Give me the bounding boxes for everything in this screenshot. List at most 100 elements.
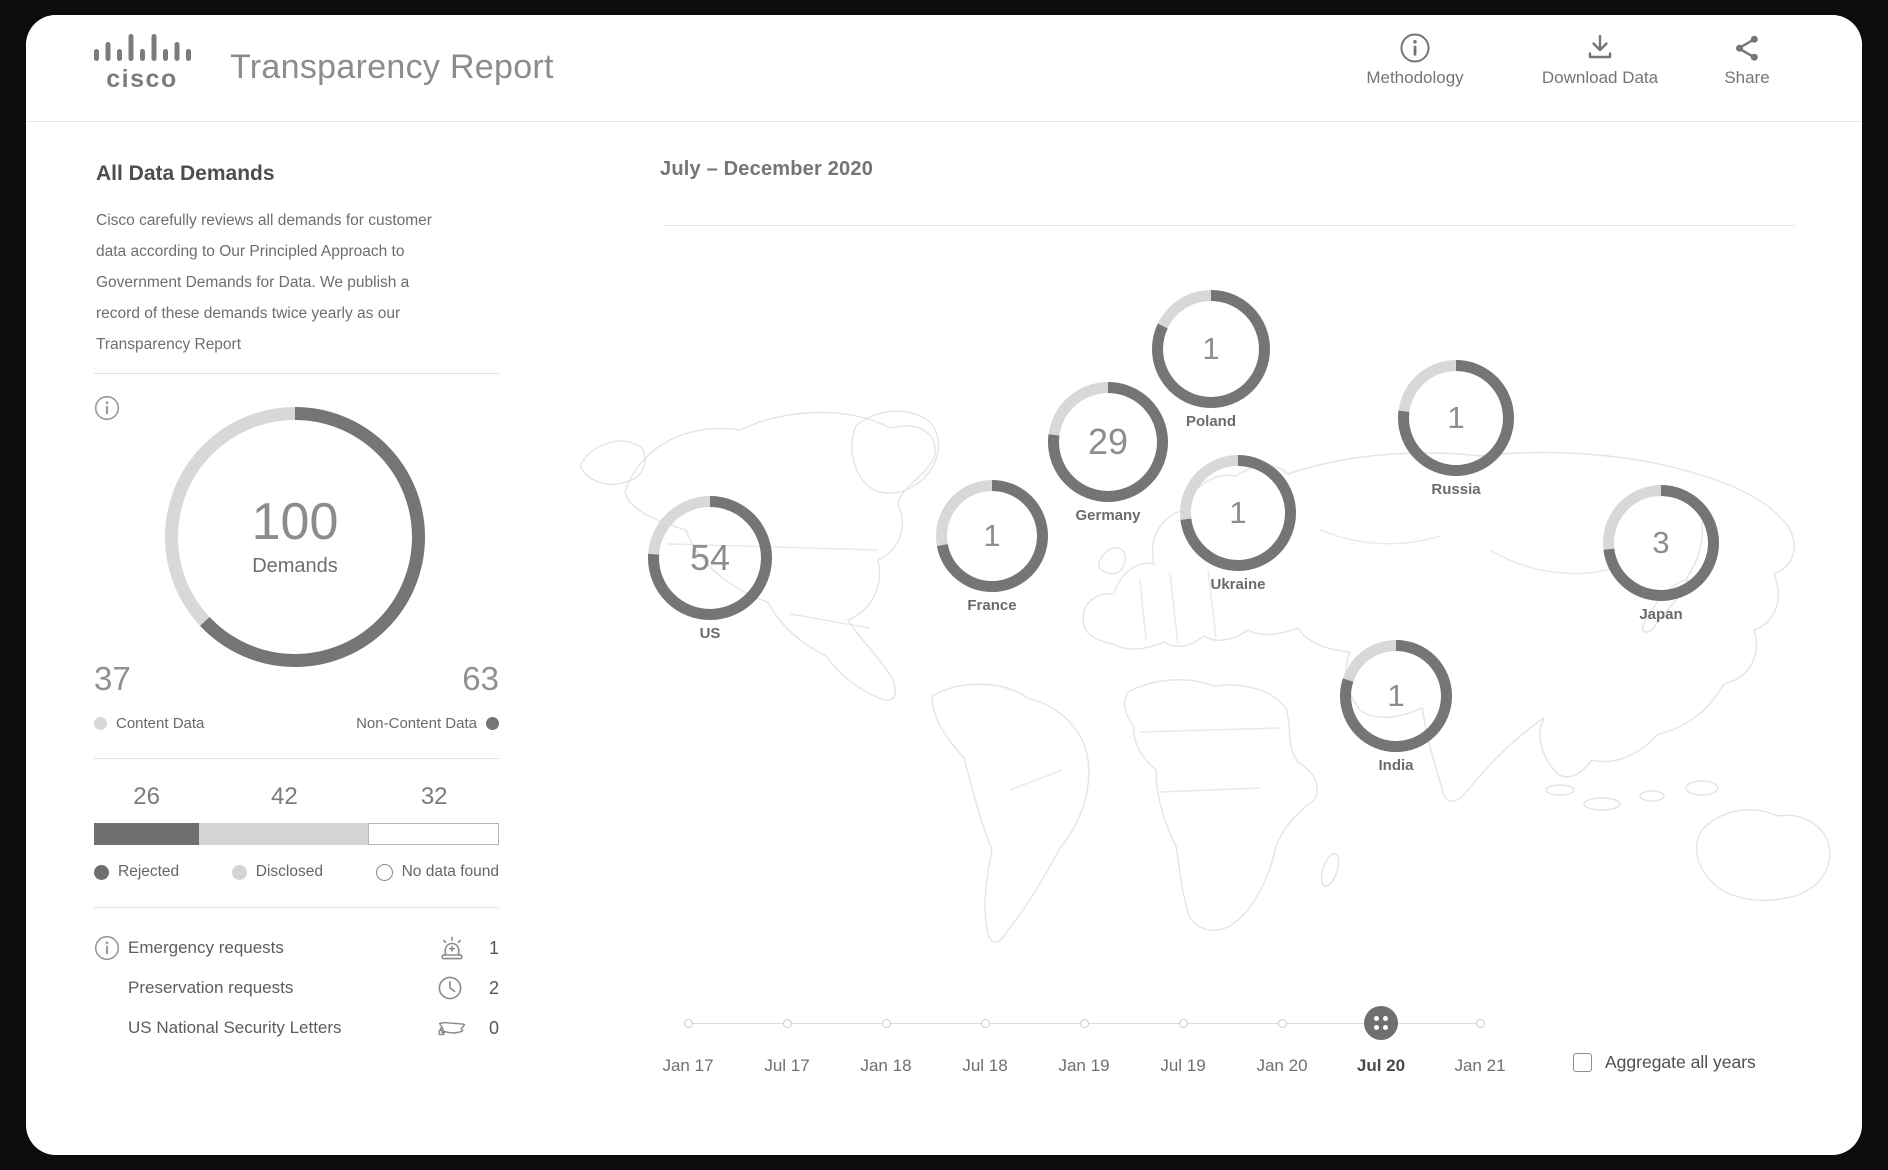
timeline-slider[interactable]: Jan 17 Jul 17 Jan 18 Jul 18 Jan 19 Jul 19 Jan … [662, 1006, 1506, 1090]
divider [94, 907, 499, 908]
rejected-legend: Rejected [94, 863, 179, 881]
timeline-label-1[interactable]: Jul 17 [764, 1056, 810, 1075]
sidebar: All Data Demands Cisco carefully reviews… [94, 15, 499, 1155]
share-label: Share [1724, 68, 1770, 87]
timeline-tick-2[interactable] [881, 1019, 891, 1028]
split-legend: Content Data Non-Content Data [94, 715, 499, 732]
map-bubble-france[interactable]: 1 France [936, 480, 1048, 614]
noncontent-data-value: 63 [462, 660, 499, 697]
timeline-tick-4[interactable] [1079, 1019, 1089, 1028]
aggregate-label: Aggregate all years [1605, 1052, 1756, 1072]
outcome-values: 26 42 32 [94, 783, 499, 811]
clock-icon [437, 975, 477, 1001]
bubble-label-france: France [967, 597, 1017, 614]
timeline-label-6[interactable]: Jan 20 [1256, 1056, 1308, 1075]
bubble-label-japan: Japan [1639, 606, 1683, 623]
content-data-label: Content Data [116, 715, 205, 732]
cisco-logo[interactable]: cisco [90, 31, 194, 92]
map-bubble-ukraine[interactable]: 1 Ukraine [1180, 455, 1296, 593]
siren-icon [437, 935, 477, 962]
share-button[interactable]: Share [1697, 31, 1797, 88]
preservation-requests-row: Preservation requests 2 [94, 968, 499, 1008]
content-data-dot-icon [94, 717, 107, 730]
bubble-value-germany: 29 [1087, 421, 1129, 462]
bubble-ring-icon [1152, 290, 1270, 408]
bubble-label-us: US [699, 625, 721, 642]
methodology-label: Methodology [1366, 68, 1464, 87]
requests-list: Emergency requests 1 Preservation reques… [94, 928, 499, 1048]
outcome-value-2: 32 [420, 783, 448, 810]
outcome-value-1: 42 [270, 783, 298, 810]
app-window: cisco Transparency Report Methodology [26, 15, 1862, 1155]
preservation-requests-label: Preservation requests [128, 978, 294, 997]
outcome-value-0: 26 [133, 783, 160, 810]
page-title: Transparency Report [230, 48, 554, 86]
download-data-label: Download Data [1541, 68, 1659, 87]
bubble-label-germany: Germany [1075, 507, 1141, 524]
donut-noncontent-arc [165, 407, 425, 667]
no-data-found-dot-icon [375, 863, 393, 881]
noncontent-data-label: Non-Content Data [356, 715, 477, 732]
timeline-handle[interactable] [1364, 1006, 1398, 1040]
outcome-legend: Rejected Disclosed No data found [94, 863, 499, 881]
timeline-tick-6[interactable] [1277, 1019, 1287, 1028]
noncontent-data-legend: Non-Content Data [356, 715, 499, 732]
outcome-segment-2 [368, 823, 499, 845]
timeline-label-4[interactable]: Jan 19 [1058, 1056, 1110, 1075]
map-bubble-us[interactable]: 54 US [648, 496, 772, 642]
bubble-ring-icon [1340, 640, 1452, 752]
map-bubble-japan[interactable]: 3 Japan [1603, 485, 1719, 623]
donut-info-icon[interactable] [94, 395, 120, 421]
world-map: 54 US 1 France 29 Germany 1 Poland 1 Ukraine 1 Russ… [540, 230, 1860, 970]
bubble-ring-icon [1180, 455, 1296, 571]
header: cisco Transparency Report Methodology [26, 15, 1862, 122]
map-bubble-russia[interactable]: 1 Russia [1398, 360, 1514, 498]
requests-info-icon[interactable] [94, 935, 128, 961]
sidebar-title: All Data Demands [96, 162, 275, 185]
download-icon [1520, 31, 1680, 65]
timeline-label-2[interactable]: Jan 18 [860, 1056, 912, 1075]
share-icon [1697, 31, 1797, 65]
bubble-ring-icon [936, 480, 1048, 592]
bubble-value-russia: 1 [1447, 400, 1465, 435]
bubble-label-ukraine: Ukraine [1210, 576, 1266, 593]
timeline-tick-3[interactable] [980, 1019, 990, 1028]
bubble-label-russia: Russia [1431, 481, 1481, 498]
sidebar-description: Cisco carefully reviews all demands for … [96, 212, 432, 353]
emergency-requests-label: Emergency requests [128, 938, 284, 957]
usa-map-icon [437, 1017, 477, 1039]
timeline-label-3[interactable]: Jul 18 [962, 1056, 1008, 1075]
demands-donut-chart[interactable] [160, 402, 430, 672]
disclosed-dot-icon [231, 864, 247, 880]
divider [663, 225, 1795, 226]
rejected-dot-icon [94, 864, 109, 880]
timeline-tick-5[interactable] [1178, 1019, 1188, 1028]
period-title: July – December 2020 [660, 158, 874, 180]
aggregate-checkbox[interactable] [1573, 1053, 1592, 1072]
outcome-segment-0 [94, 823, 199, 845]
emergency-requests-row: Emergency requests 1 [94, 928, 499, 968]
timeline-label-7[interactable]: Jul 20 [1356, 1056, 1406, 1075]
bubble-ring-icon [1603, 485, 1719, 601]
timeline-label-5[interactable]: Jul 19 [1160, 1056, 1206, 1075]
bubble-value-france: 1 [983, 518, 1001, 553]
map-bubble-poland[interactable]: 1 Poland [1152, 290, 1270, 430]
content-data-value: 37 [94, 660, 131, 697]
no-data-found-label: No data found [401, 863, 499, 880]
bubble-ring-icon [1048, 382, 1168, 502]
methodology-button[interactable]: Methodology [1345, 31, 1485, 88]
timeline-tick-0[interactable] [683, 1019, 693, 1028]
timeline-label-0[interactable]: Jan 17 [662, 1056, 714, 1075]
map-bubble-india[interactable]: 1 India [1340, 640, 1452, 774]
bubble-ring-icon [1398, 360, 1514, 476]
timeline-tick-1[interactable] [782, 1019, 792, 1028]
download-data-button[interactable]: Download Data [1520, 31, 1680, 88]
bubble-label-india: India [1378, 757, 1414, 774]
map-bubble-germany[interactable]: 29 Germany [1048, 382, 1168, 524]
bubble-value-ukraine: 1 [1229, 495, 1247, 530]
timeline-label-8[interactable]: Jan 21 [1454, 1056, 1506, 1075]
timeline-tick-8[interactable] [1475, 1019, 1485, 1028]
outcome-bar-chart[interactable] [94, 823, 499, 845]
info-icon [1345, 31, 1485, 65]
bubble-value-india: 1 [1387, 678, 1405, 713]
